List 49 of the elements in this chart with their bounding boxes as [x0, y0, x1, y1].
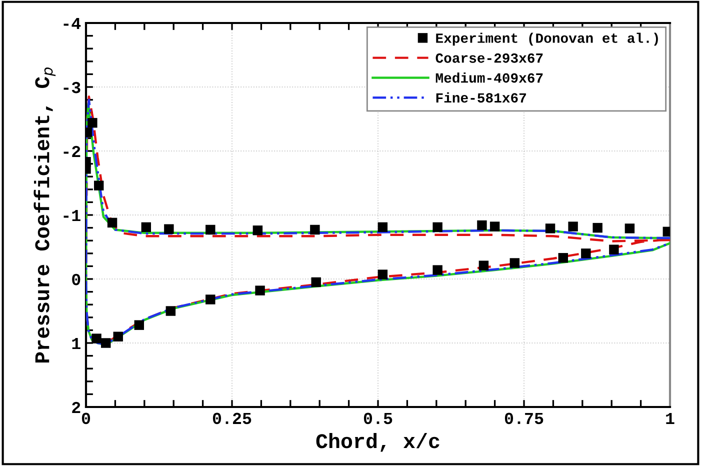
- y-tick-label: -2: [64, 146, 80, 158]
- y-tick-label: 1: [72, 338, 80, 350]
- point: [558, 253, 568, 263]
- point: [609, 244, 619, 254]
- point: [624, 224, 635, 234]
- y-axis-title: Pressure Coefficient, C$_{p}$: [34, 68, 56, 362]
- point: [568, 222, 578, 232]
- point: [166, 306, 176, 316]
- point: [378, 270, 388, 280]
- point: [545, 224, 556, 234]
- point: [477, 220, 487, 230]
- point: [164, 224, 174, 234]
- y-tick-label: -1: [64, 210, 80, 222]
- point: [134, 320, 144, 330]
- x-axis-title: Chord, x/c: [316, 432, 440, 452]
- point: [432, 222, 442, 232]
- point: [510, 258, 520, 268]
- point: [255, 286, 265, 296]
- x-tick-label: 0: [82, 412, 90, 424]
- point: [88, 118, 98, 128]
- x-tick-label: 1: [666, 412, 674, 424]
- point: [113, 332, 123, 342]
- point: [206, 224, 216, 235]
- x-tick-label: 0.25: [212, 412, 252, 424]
- point: [378, 222, 388, 232]
- point: [311, 277, 321, 288]
- point: [592, 222, 602, 233]
- legend-label: Fine-581x67: [436, 92, 526, 103]
- point: [581, 248, 591, 258]
- point: [490, 222, 500, 232]
- point: [100, 338, 111, 348]
- legend-label: Experiment (Donovan et al.): [436, 32, 658, 46]
- point: [141, 222, 152, 232]
- point: [478, 260, 489, 270]
- point: [94, 180, 104, 190]
- point: [92, 334, 102, 344]
- point: [107, 218, 118, 228]
- x-tick-label: 0.75: [504, 412, 544, 424]
- point: [206, 294, 216, 304]
- y-tick-label: -3: [64, 82, 80, 94]
- y-tick-label: 2: [72, 402, 80, 414]
- point: [252, 226, 263, 236]
- legend-label: Coarse-293x67: [436, 53, 543, 63]
- point: [310, 224, 320, 235]
- x-tick-label: 0.5: [364, 412, 392, 424]
- y-tick-label: -4: [64, 18, 81, 30]
- point: [432, 265, 442, 275]
- y-tick-label: 0: [72, 274, 80, 286]
- legend-label: Medium-409x67: [436, 72, 543, 83]
